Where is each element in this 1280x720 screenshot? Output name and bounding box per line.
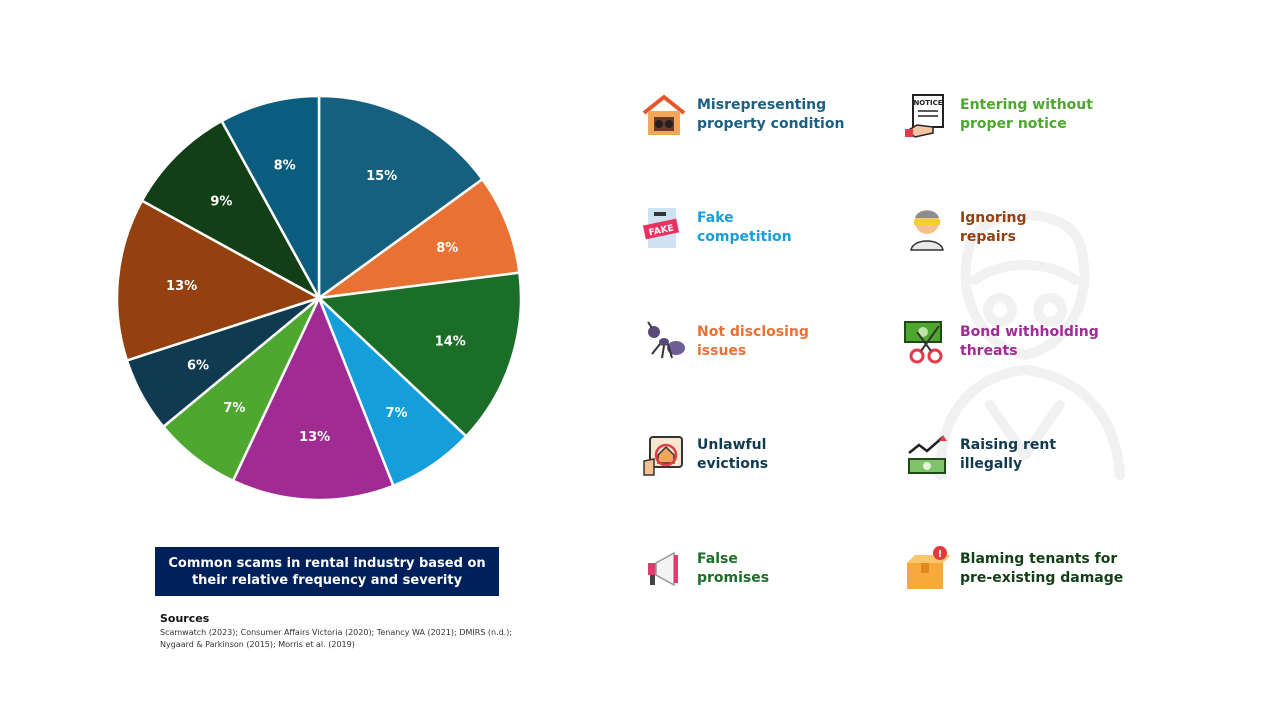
- legend-label: False promises: [697, 551, 770, 586]
- megaphone-icon: [648, 551, 678, 587]
- svg-text:!: !: [938, 549, 943, 560]
- legend-label: Fake competition: [697, 210, 792, 245]
- money-scissors-icon: [904, 321, 943, 364]
- background-person-outline: [935, 210, 1125, 480]
- slice-label: 14%: [435, 335, 466, 350]
- eviction-hand-icon: [643, 436, 683, 476]
- slice-label: 6%: [187, 358, 209, 373]
- legend-label: Raising rent illegally: [960, 437, 1057, 472]
- sources-title: Sources: [160, 612, 210, 625]
- slice-label: 8%: [274, 158, 296, 173]
- notice-document-icon: NOTICE: [905, 94, 944, 138]
- chart-caption: Common scams in rental industry based on…: [155, 547, 499, 596]
- blindfolded-person-icon: [910, 210, 944, 251]
- legend-item-false-promises: False promises: [640, 550, 897, 593]
- slice-label: 7%: [386, 406, 408, 421]
- legend-label: Misrepresenting property condition: [697, 97, 845, 132]
- legend-label: Not disclosing issues: [697, 324, 809, 359]
- legend-item-fake-competition: FAKE Fake competition: [640, 208, 897, 252]
- pie-slice: [115, 198, 323, 362]
- pie-chart: 15% 8% 14% 7% 13% 7% 6% 13% 9% 8%: [115, 94, 523, 502]
- legend-item-not-disclosing: Not disclosing issues: [640, 321, 897, 366]
- pie-slice: [219, 94, 321, 299]
- sources-block: Sources Scamwatch (2023); Consumer Affai…: [160, 612, 520, 651]
- ant-icon: [647, 321, 685, 359]
- legend-item-misrepresenting: Misrepresenting property condition: [640, 94, 897, 139]
- pie-slice: [231, 294, 395, 502]
- pie-slice: [318, 177, 521, 300]
- sources-text: Scamwatch (2023); Consumer Affairs Victo…: [160, 628, 513, 649]
- pie-slice: [140, 119, 323, 302]
- house-icon: [642, 94, 686, 135]
- legend-item-entering: NOTICE Entering without proper notice: [903, 94, 1160, 139]
- svg-text:NOTICE: NOTICE: [913, 99, 942, 107]
- legend-item-ignoring-repairs: Ignoring repairs: [903, 209, 1160, 252]
- pie-slice: [317, 94, 485, 301]
- slice-label: 9%: [210, 194, 232, 209]
- legend-label: Blaming tenants for pre-existing damage: [960, 551, 1124, 586]
- slice-label: 7%: [223, 401, 245, 416]
- legend-item-raising-rent: Raising rent illegally: [903, 435, 1160, 479]
- legend-item-blaming-tenants: ! Blaming tenants for pre-existing damag…: [903, 546, 1160, 593]
- slice-label: 13%: [166, 279, 197, 294]
- legend-label: Bond withholding threats: [960, 324, 1099, 359]
- pie-slice: [316, 271, 523, 439]
- slice-label: 8%: [436, 241, 458, 256]
- damaged-box-icon: !: [907, 546, 951, 589]
- legend-item-bond-withholding: Bond withholding threats: [903, 321, 1160, 366]
- legend-item-unlawful-evictions: Unlawful evictions: [640, 436, 897, 479]
- slice-label: 15%: [366, 169, 397, 184]
- legend-label: Unlawful evictions: [697, 437, 769, 472]
- legend-label: Entering without proper notice: [960, 97, 1093, 132]
- legend-label: Ignoring repairs: [960, 210, 1027, 245]
- fake-tag-icon: FAKE: [642, 208, 680, 248]
- slice-label: 13%: [299, 430, 330, 445]
- rising-chart-money-icon: [908, 435, 947, 474]
